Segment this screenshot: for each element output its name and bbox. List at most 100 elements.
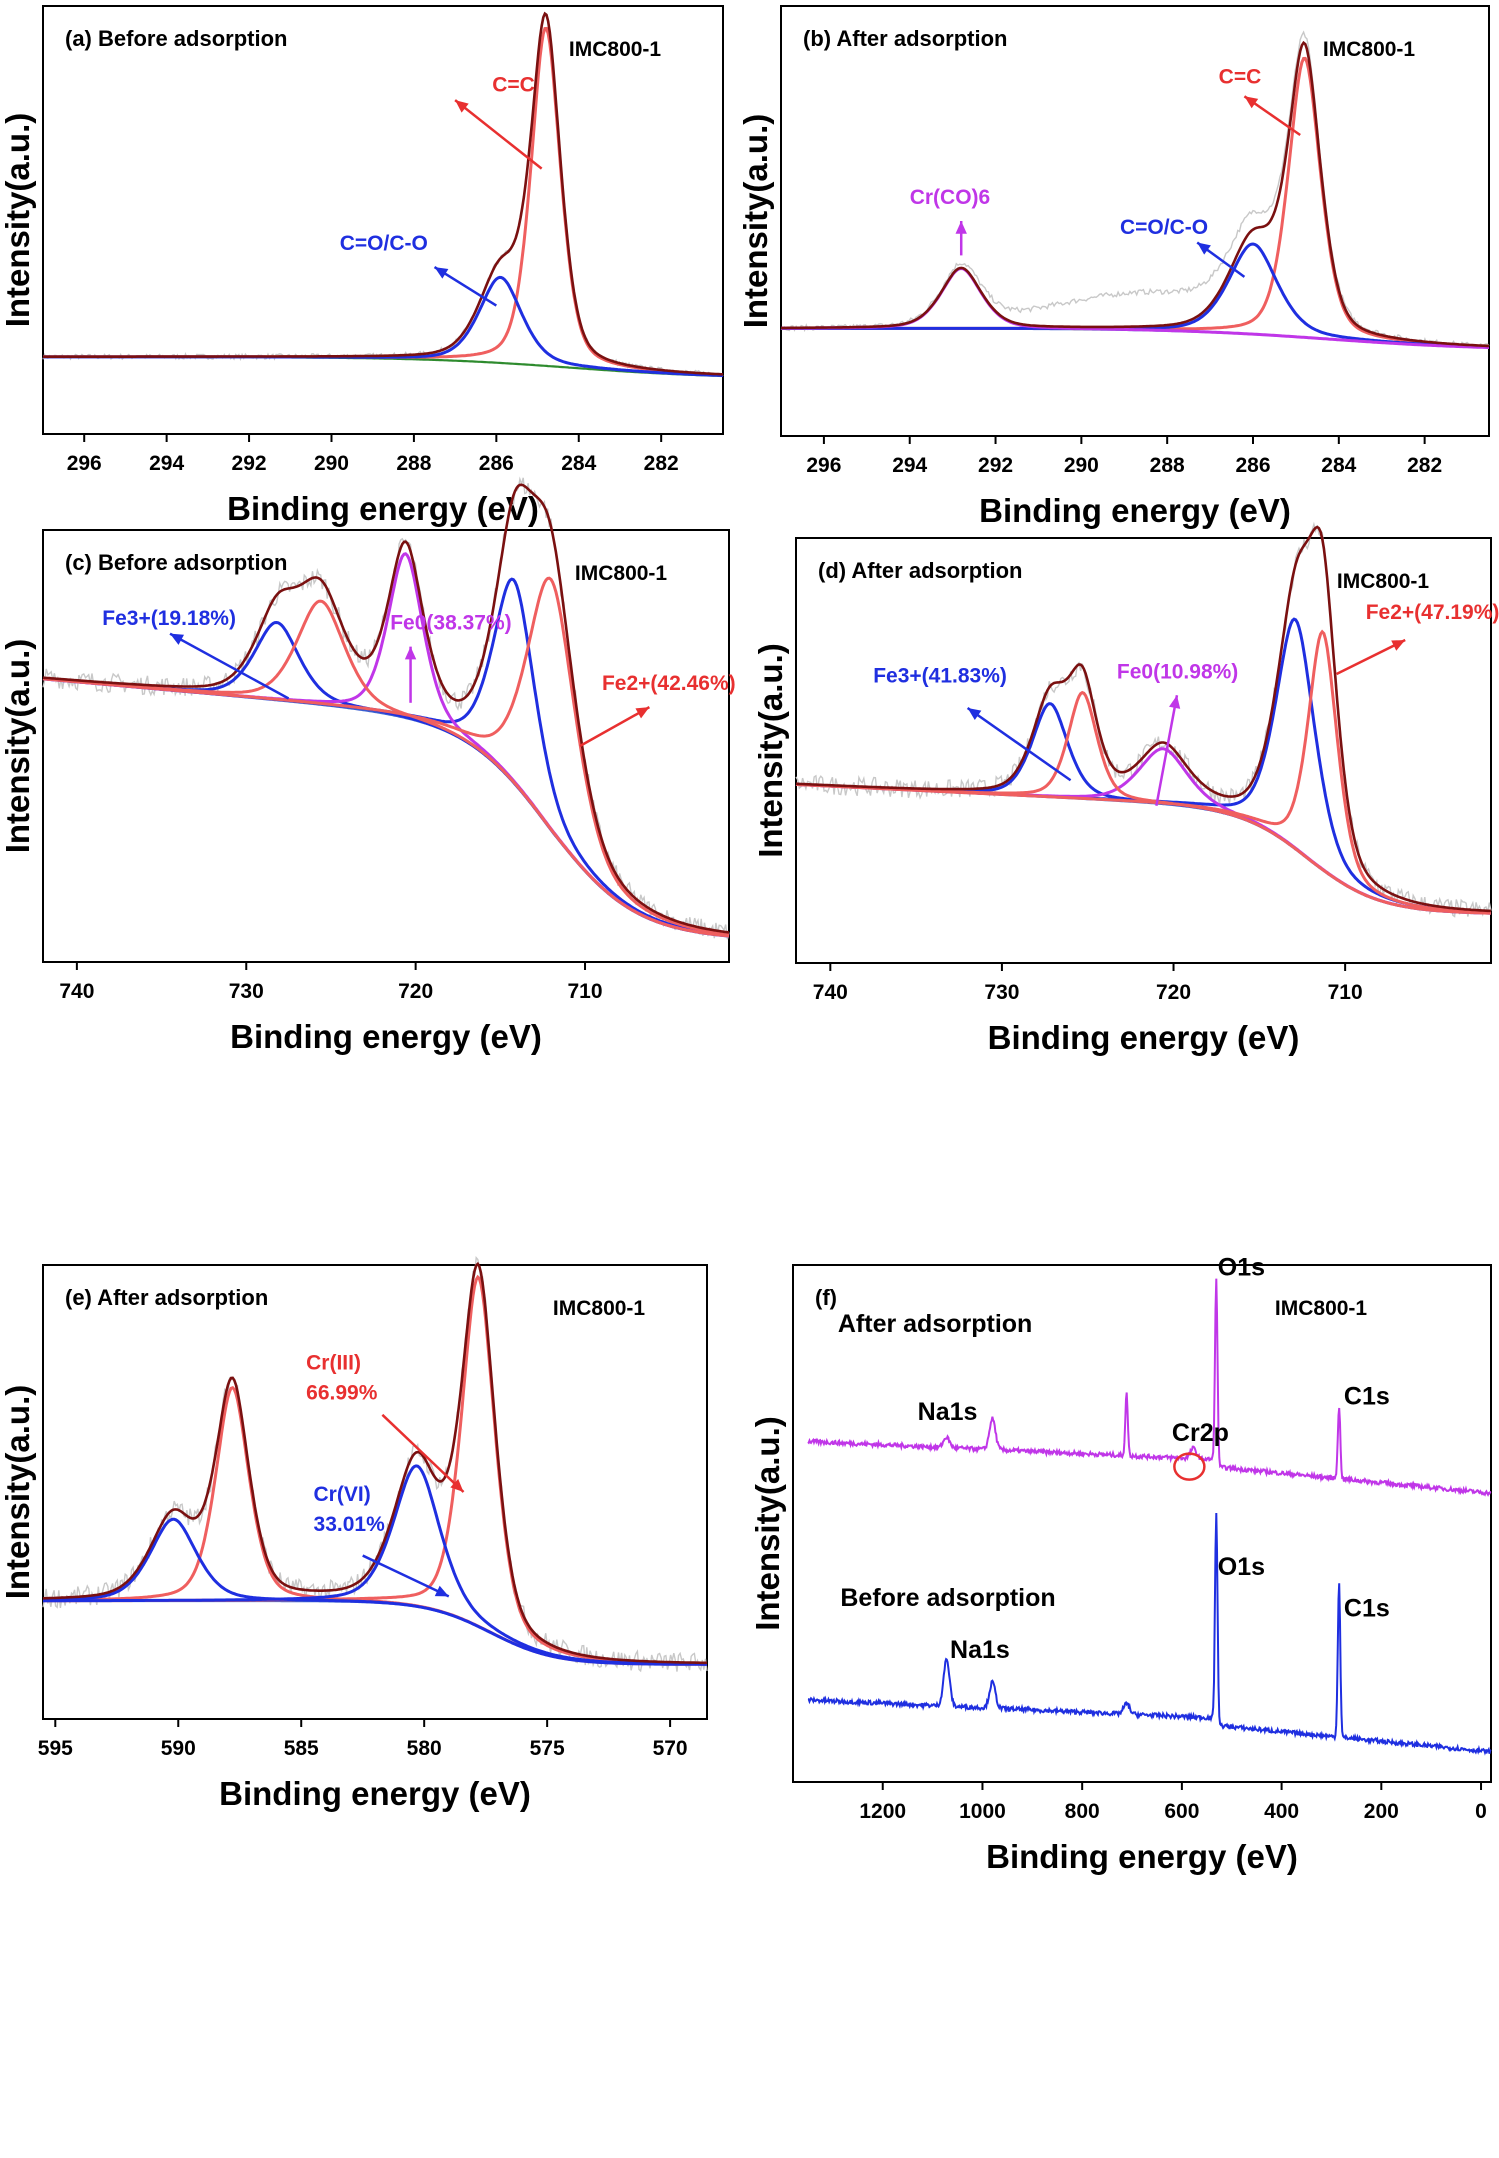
background-line xyxy=(43,355,723,377)
x-axis-title: Binding energy (eV) xyxy=(230,1018,542,1055)
x-tick-label: 400 xyxy=(1264,1800,1299,1823)
x-tick-label: 595 xyxy=(38,1737,73,1760)
background-line xyxy=(42,677,730,938)
arrow-head xyxy=(635,707,650,719)
arrow-head xyxy=(170,633,184,645)
x-tick-label: 296 xyxy=(806,454,841,477)
x-tick-label: 710 xyxy=(568,980,603,1003)
arrow-head xyxy=(955,221,967,234)
survey-label: Na1s xyxy=(918,1398,978,1426)
peak-label: Cr(CO)6 xyxy=(910,186,991,209)
x-tick-label: 730 xyxy=(984,981,1019,1004)
plot-frame xyxy=(792,1264,1492,1783)
plot-frame xyxy=(42,1264,708,1720)
envelope-line xyxy=(781,40,1490,348)
x-tick-label: 730 xyxy=(229,980,264,1003)
panel-label: (c) Before adsorption xyxy=(65,550,287,575)
background-line xyxy=(795,783,1492,915)
peak-label: Fe0(10.98%) xyxy=(1117,660,1238,683)
x-tick-label: 800 xyxy=(1065,1800,1100,1823)
envelope-line xyxy=(42,483,730,934)
x-tick-label: 288 xyxy=(1150,454,1185,477)
x-axis-title: Binding energy (eV) xyxy=(988,1019,1300,1056)
panel-c: 740 730 720 710 Binding energy (eV) Intensity… xyxy=(0,476,736,1055)
survey-label: After adsorption xyxy=(838,1310,1032,1338)
peak-label: Cr(VI) xyxy=(314,1483,371,1506)
x-tick-label: 296 xyxy=(67,452,102,475)
peak-label: Fe2+(42.46%) xyxy=(602,672,736,695)
annotation-arrow xyxy=(381,1413,465,1493)
x-tick-label: 1000 xyxy=(959,1800,1006,1823)
x-axis-title: Binding energy (eV) xyxy=(986,1838,1298,1875)
arrow-head xyxy=(1244,96,1259,109)
x-tick-label: 286 xyxy=(479,452,514,475)
component-peak-3 xyxy=(43,1517,707,1666)
envelope-line xyxy=(795,525,1492,913)
annotation-arrow xyxy=(169,632,290,700)
x-tick-label: 294 xyxy=(149,452,184,475)
survey-label: Na1s xyxy=(950,1636,1010,1664)
plot-frame xyxy=(795,537,1492,964)
x-axis-title: Binding energy (eV) xyxy=(979,492,1291,529)
component-peak-4 xyxy=(42,599,730,938)
sample-label: IMC800-1 xyxy=(553,1297,646,1320)
peak-label: Fe2+(47.19%) xyxy=(1366,601,1499,624)
y-axis-title: Intensity(a.u.) xyxy=(0,113,36,328)
peak-label: C=O/C-O xyxy=(1120,216,1208,239)
x-tick-label: 284 xyxy=(1321,454,1356,477)
panel-label: (b) After adsorption xyxy=(803,26,1008,51)
survey-label: O1s xyxy=(1218,1553,1265,1581)
sample-label: IMC800-1 xyxy=(1337,570,1430,593)
y-axis-title: Intensity(a.u.) xyxy=(749,1416,786,1631)
annotation-arrow xyxy=(966,706,1072,782)
x-tick-label: 575 xyxy=(530,1737,565,1760)
x-axis-title: Binding energy (eV) xyxy=(227,490,539,527)
component-peak-0 xyxy=(43,1274,707,1665)
annotation-arrow xyxy=(579,706,651,748)
x-tick-label: 294 xyxy=(892,454,927,477)
annotation-arrow xyxy=(1155,695,1179,806)
y-axis-title: Intensity(a.u.) xyxy=(0,639,36,854)
x-tick-label: 284 xyxy=(561,452,596,475)
x-tick-label: 1200 xyxy=(859,1800,906,1823)
survey-label: Cr2p xyxy=(1172,1419,1229,1447)
arrow-head xyxy=(1197,242,1211,255)
arrow-head xyxy=(434,267,449,279)
component-peak-1 xyxy=(43,275,723,377)
y-axis-title: Intensity(a.u.) xyxy=(0,1385,36,1600)
panel-label: (f) xyxy=(815,1285,837,1310)
panel-label: (d) After adsorption xyxy=(818,558,1023,583)
annotation-arrow xyxy=(454,99,543,170)
envelope-line xyxy=(43,11,724,376)
x-tick-label: 290 xyxy=(1064,454,1099,477)
plot-frame xyxy=(42,5,724,435)
panel-f: 1200 1000 800 600 400 200 0 Binding energy (eV)… xyxy=(749,1253,1492,1875)
arrow-head xyxy=(1169,695,1181,709)
x-tick-label: 590 xyxy=(161,1737,196,1760)
survey-label: C1s xyxy=(1344,1595,1390,1623)
background-line xyxy=(43,1599,707,1666)
x-tick-label: 290 xyxy=(314,452,349,475)
x-tick-label: 600 xyxy=(1164,1800,1199,1823)
cr2p-highlight-circle xyxy=(1173,1452,1206,1481)
x-tick-label: 0 xyxy=(1475,1800,1487,1823)
x-tick-label: 282 xyxy=(644,452,679,475)
panel-label: (e) After adsorption xyxy=(65,1285,268,1310)
y-axis-title: Intensity(a.u.) xyxy=(752,643,789,858)
component-peak-1 xyxy=(781,242,1490,349)
arrow-head xyxy=(1391,640,1406,651)
x-tick-label: 288 xyxy=(396,452,431,475)
raw-data-line xyxy=(780,30,1490,348)
x-tick-label: 200 xyxy=(1364,1800,1399,1823)
x-tick-label: 570 xyxy=(653,1737,688,1760)
x-tick-label: 292 xyxy=(232,452,267,475)
arrow-head xyxy=(434,1585,449,1597)
x-axis-title: Binding energy (eV) xyxy=(219,1775,531,1812)
plot-frame xyxy=(42,529,730,963)
panel-b: 296 294 292 290 288 286 284 282 Binding energy (… xyxy=(737,5,1490,529)
x-tick-label: 585 xyxy=(284,1737,319,1760)
x-tick-label: 720 xyxy=(1156,981,1191,1004)
raw-data-line xyxy=(795,521,1492,918)
x-tick-label: 720 xyxy=(398,980,433,1003)
peak-label: C=O/C-O xyxy=(340,232,428,255)
